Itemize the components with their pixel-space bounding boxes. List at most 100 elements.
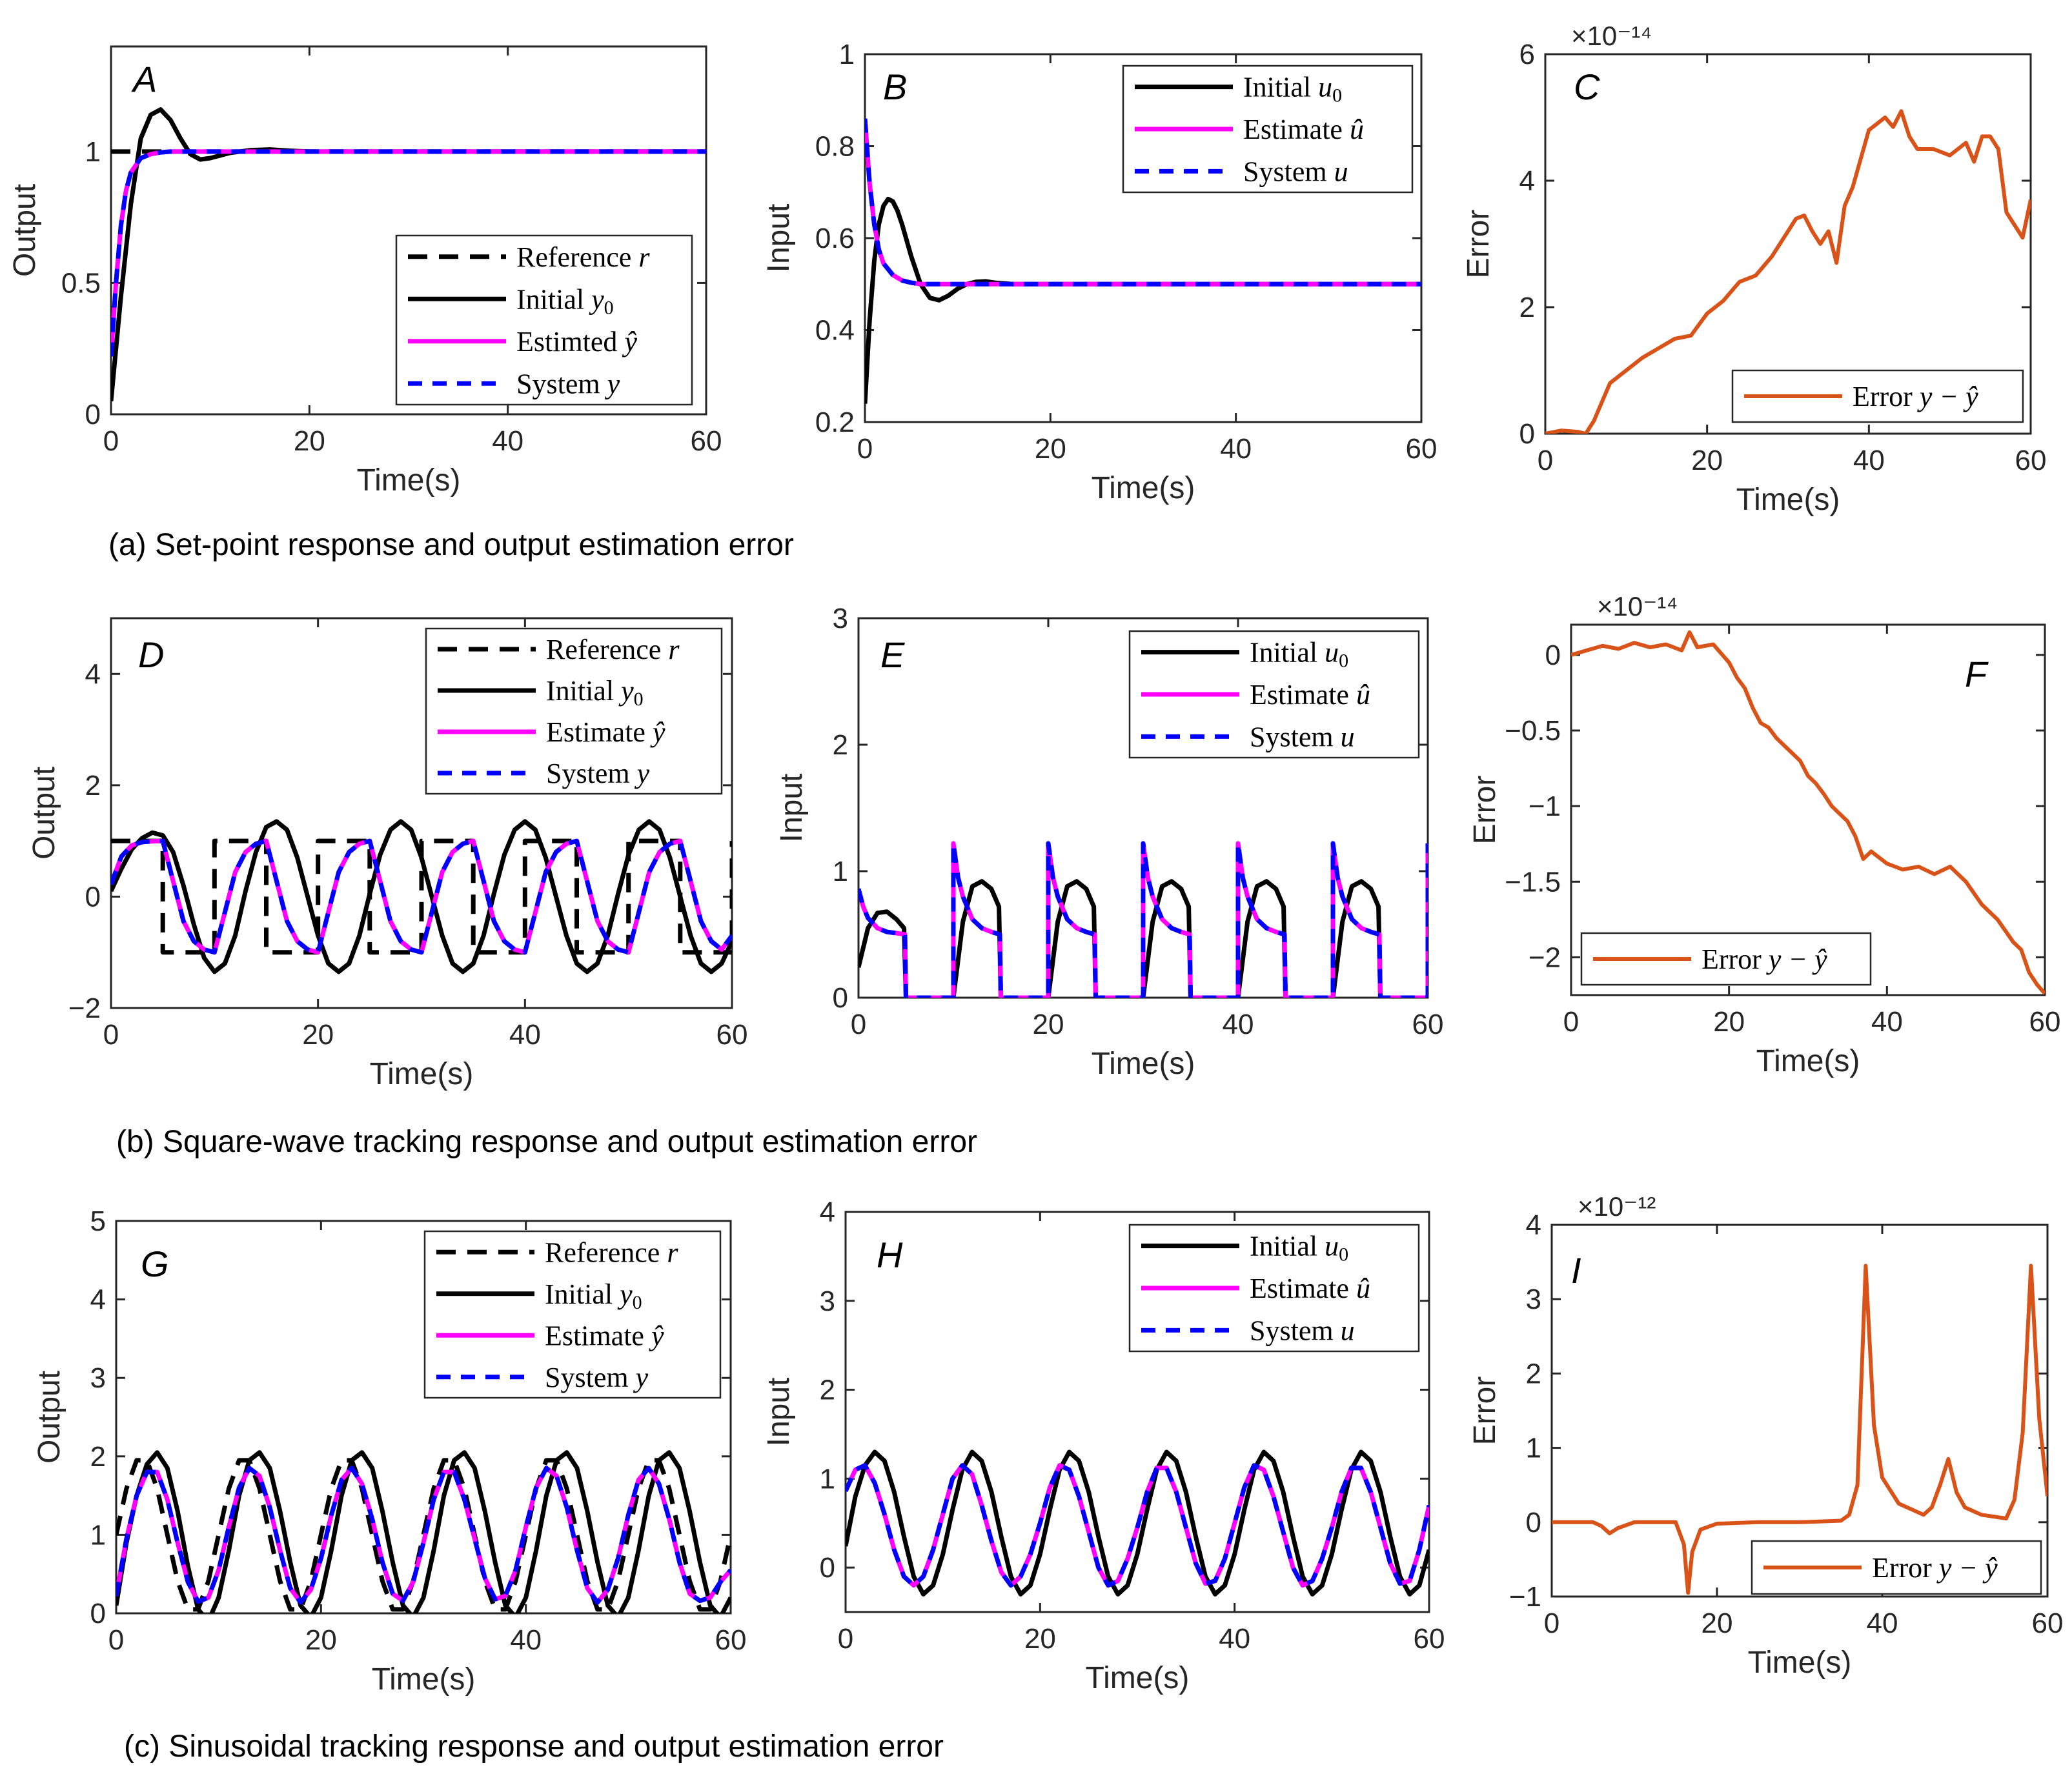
y-tick-label: 2 <box>1526 1358 1541 1389</box>
panel-b: 0 20 40 60 0.2 0.4 0.6 0.8 1 Time(s) Input B Initial… <box>762 39 1437 505</box>
y-tick-label: 2 <box>85 770 101 801</box>
y-tick-label: 1 <box>820 1463 835 1495</box>
series-err <box>1552 1264 2047 1595</box>
legend-box <box>423 1230 722 1399</box>
y-tick-label: 0 <box>1545 640 1561 671</box>
y-axis-label: Output <box>32 1371 66 1464</box>
y-tick-label: 2 <box>1519 292 1535 323</box>
series-init <box>846 1449 1429 1597</box>
legend-label: Reference r <box>516 241 650 273</box>
x-tick-label: 60 <box>1406 433 1437 465</box>
x-tick-label: 20 <box>302 1019 334 1051</box>
y-tick-label: 3 <box>1526 1284 1541 1315</box>
x-axis-label: Time(s) <box>372 1662 476 1697</box>
x-tick-label: 40 <box>1219 1623 1250 1655</box>
panel-letter: D <box>138 634 164 675</box>
y-tick-label: −0.5 <box>1505 715 1561 747</box>
panel-c: 0 20 40 60 0 2 4 6 Time(s) Error ×10⁻¹⁴ C Error y − … <box>1461 21 2046 517</box>
legend-label: Error y − ŷ <box>1853 381 1978 412</box>
series-group <box>116 1450 731 1613</box>
series-err <box>1571 630 2045 995</box>
panel-letter: F <box>1965 654 1989 694</box>
y-tick-label: 3 <box>820 1285 835 1317</box>
series-group <box>111 819 732 974</box>
y-tick-label: 1 <box>839 39 855 70</box>
y-tick-label: −2 <box>1529 942 1561 973</box>
y-tick-label: 0 <box>85 881 101 912</box>
x-tick-label: 20 <box>1691 445 1723 476</box>
x-axis-label: Time(s) <box>1086 1661 1190 1695</box>
series-sys <box>116 1466 731 1605</box>
series-sys <box>111 838 732 955</box>
panel-letter: H <box>877 1235 903 1275</box>
series-err <box>1545 109 2031 434</box>
y-tick-label: 0.4 <box>815 315 855 347</box>
legend-label: System y <box>545 1362 649 1393</box>
series-sys <box>858 841 1428 998</box>
legend-label: System u <box>1243 156 1348 187</box>
legend-label: Initial u0 <box>1250 1231 1348 1265</box>
legend: Error y − ŷ <box>1731 369 2024 423</box>
panel-a: 0 20 40 60 0 0.5 1 Time(s) Output A Reference r Ini… <box>8 45 722 498</box>
series-group <box>1571 630 2045 995</box>
x-tick-label: 60 <box>1412 1009 1444 1040</box>
caption-b: (b) Square-wave tracking response and ou… <box>116 1125 977 1159</box>
legend-label: Initial u0 <box>1243 72 1342 106</box>
x-tick-label: 60 <box>2032 1608 2064 1639</box>
caption-a: (a) Set-point response and output estima… <box>108 528 794 562</box>
series-group <box>111 107 706 401</box>
x-tick-label: 0 <box>1563 1006 1579 1038</box>
x-axis-label: Time(s) <box>1092 471 1195 505</box>
panel-letter: C <box>1574 66 1600 107</box>
y-tick-label: 0 <box>90 1598 106 1629</box>
panel-f: 0 20 40 60 −2 −1.5 −1 −0.5 0 Time(s) Error ×10⁻¹⁴ F E… <box>1468 591 2060 1078</box>
axis-exponent: ×10⁻¹² <box>1578 1191 1656 1222</box>
y-tick-label: 0 <box>1519 418 1535 450</box>
legend-label: Reference r <box>546 634 680 665</box>
legend: Reference r Initial y0 Estimted ŷ System y <box>395 234 693 406</box>
series-init <box>111 819 732 974</box>
y-axis-label: Input <box>762 1378 796 1447</box>
legend-label: Estimate ŷ <box>546 716 665 748</box>
legend-box <box>395 234 693 406</box>
x-tick-label: 0 <box>1538 445 1553 476</box>
y-tick-label: −1 <box>1509 1581 1541 1613</box>
x-tick-label: 40 <box>1220 433 1252 465</box>
x-tick-label: 20 <box>1024 1623 1056 1655</box>
y-tick-label: −1.5 <box>1505 866 1561 898</box>
legend-label: Reference r <box>545 1236 678 1268</box>
x-axis-label: Time(s) <box>370 1057 474 1091</box>
x-tick-label: 40 <box>1853 445 1885 476</box>
x-tick-label: 20 <box>1701 1608 1733 1639</box>
legend-label: Initial y0 <box>546 675 644 710</box>
legend-label: Estimted ŷ <box>516 326 637 358</box>
series-group <box>865 118 1421 404</box>
x-tick-label: 60 <box>715 1624 747 1656</box>
y-tick-label: −2 <box>68 993 101 1024</box>
panel-letter: E <box>880 634 905 675</box>
y-tick-label: 4 <box>820 1196 835 1228</box>
legend-label: System y <box>516 368 620 399</box>
panel-g: 0 20 40 60 0 1 2 3 4 5 Time(s) Output G Reference r In… <box>32 1205 746 1697</box>
x-tick-label: 40 <box>1223 1009 1254 1040</box>
x-axis-label: Time(s) <box>1092 1047 1195 1081</box>
legend-label: Initial y0 <box>516 283 614 318</box>
x-tick-label: 0 <box>103 425 119 457</box>
legend-label: Error y − ŷ <box>1872 1552 1998 1584</box>
x-axis-label: Time(s) <box>1736 483 1840 517</box>
x-tick-label: 0 <box>857 433 873 465</box>
y-axis-label: Error <box>1468 776 1502 845</box>
x-tick-label: 20 <box>1035 433 1066 465</box>
y-tick-label: −1 <box>1529 791 1561 822</box>
y-tick-label: 4 <box>1519 165 1535 197</box>
legend-label: System u <box>1250 721 1355 752</box>
panel-letter: G <box>141 1244 169 1284</box>
legend: Error y − ŷ <box>1580 932 1872 986</box>
x-tick-label: 0 <box>838 1623 853 1655</box>
y-tick-label: 0.2 <box>815 407 855 438</box>
caption-c: (c) Sinusoidal tracking response and out… <box>124 1729 944 1764</box>
panel-letter: B <box>883 66 907 107</box>
y-tick-label: 6 <box>1519 39 1535 70</box>
x-tick-label: 60 <box>691 425 722 457</box>
legend-label: Initial u0 <box>1250 637 1348 672</box>
